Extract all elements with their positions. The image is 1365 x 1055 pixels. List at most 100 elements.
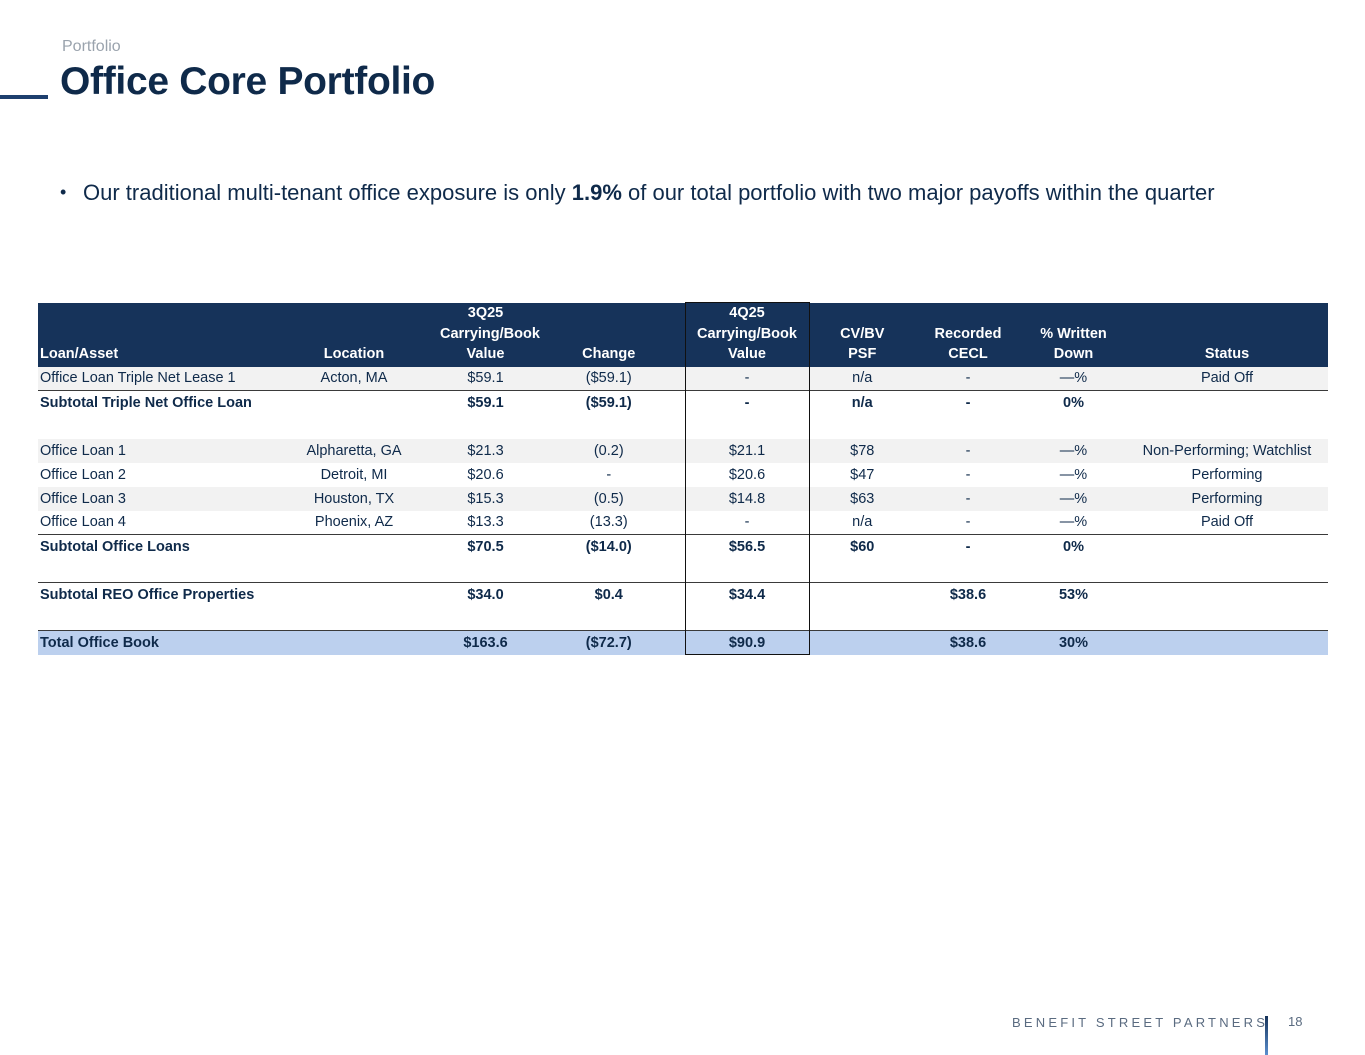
- subtotal-row: Subtotal Triple Net Office Loan $59.1 ($…: [38, 390, 1328, 415]
- cell-status: Performing: [1191, 466, 1263, 483]
- table-row: Office Loan 4 Phoenix, AZ $13.3 (13.3) -…: [38, 510, 1328, 535]
- cell-status: [1126, 630, 1328, 655]
- col-recorded-cecl: Recorded CECL: [915, 302, 1021, 367]
- cell-4q25-value: -: [684, 510, 810, 535]
- cell-3q25-value: $15.3: [438, 486, 533, 511]
- cell-cvbv-psf: $47: [850, 466, 875, 483]
- cell-3q25-value: $21.3: [438, 438, 533, 463]
- footer-brand: BENEFIT STREET PARTNERS: [1012, 1015, 1269, 1030]
- page-title: Office Core Portfolio: [60, 60, 436, 103]
- cell-3q25-value: $34.0: [438, 582, 533, 607]
- cell-cvbv-psf: $60: [809, 534, 915, 559]
- cell-recorded-cecl: -: [915, 366, 1021, 391]
- bullet-prefix: Our traditional multi-tenant office expo…: [83, 180, 572, 205]
- cell-recorded-cecl: $38.6: [915, 582, 1021, 607]
- cell-cvbv-psf: $63: [809, 486, 915, 511]
- cell-change: -: [606, 466, 612, 483]
- cell-change: ($14.0): [533, 534, 685, 559]
- cell-location: Alpharetta, GA: [270, 438, 438, 463]
- cell-4q25-value: $21.1: [684, 438, 810, 463]
- spacer-row: [38, 606, 1328, 631]
- cell-loan-asset: Subtotal Office Loans: [38, 534, 270, 559]
- cell-location: Houston, TX: [270, 486, 438, 511]
- cell-cvbv-psf: [809, 630, 915, 655]
- summary-bullet: • Our traditional multi-tenant office ex…: [60, 178, 1310, 207]
- cell-written-down: 0%: [1021, 390, 1126, 415]
- cell-status: Non-Performing; Watchlist: [1126, 438, 1328, 463]
- cell-4q25-value: $20.6: [684, 462, 810, 487]
- cell-loan-asset: Office Loan 3: [38, 486, 270, 511]
- cell-change: (0.2): [533, 438, 685, 463]
- page-number: 18: [1288, 1014, 1303, 1029]
- col-3q25-value: 3Q25 Carrying/Book Value: [438, 302, 540, 367]
- cell-status: [1126, 534, 1328, 559]
- cell-cvbv-psf: n/a: [852, 514, 873, 531]
- cell-3q25-value: $163.6: [438, 630, 533, 655]
- cell-status: Paid Off: [1126, 366, 1328, 391]
- cell-cvbv-psf: $78: [809, 438, 915, 463]
- footer-divider: [1265, 1016, 1268, 1055]
- cell-loan-asset: Office Loan 1: [38, 438, 270, 463]
- cell-status: Performing: [1126, 486, 1328, 511]
- col-loan-asset: Loan/Asset: [38, 302, 270, 367]
- title-accent-rule: [0, 95, 48, 99]
- cell-4q25-value: $90.9: [684, 630, 810, 655]
- cell-3q25-value: $20.6: [467, 466, 504, 483]
- cell-recorded-cecl: -: [915, 534, 1021, 559]
- section-kicker: Portfolio: [62, 38, 121, 55]
- table-header-row: Loan/Asset Location 3Q25 Carrying/Book Val…: [38, 302, 1328, 367]
- cell-written-down: —%: [1021, 438, 1126, 463]
- cell-change: ($59.1): [533, 366, 685, 391]
- cell-recorded-cecl: -: [915, 390, 1021, 415]
- cell-cvbv-psf: [809, 582, 915, 607]
- spacer-row: [38, 414, 1328, 439]
- bullet-highlight: 1.9%: [571, 180, 622, 205]
- col-4q25-value: 4Q25 Carrying/Book Value: [684, 302, 810, 367]
- cell-status: Paid Off: [1200, 514, 1254, 531]
- cell-4q25-value: -: [684, 366, 810, 391]
- col-status: Status: [1126, 302, 1328, 367]
- cell-written-down: 30%: [1021, 630, 1126, 655]
- table-row: Office Loan 2 Detroit, MI $20.6 - $20.6 …: [38, 462, 1328, 487]
- office-portfolio-table: Loan/Asset Location 3Q25 Carrying/Book Val…: [38, 302, 1328, 655]
- cell-written-down: —%: [1021, 486, 1126, 511]
- col-cvbv-psf: CV/BV PSF: [809, 302, 915, 367]
- subtotal-row: Subtotal REO Office Properties $34.0 $0.…: [38, 582, 1328, 607]
- cell-recorded-cecl: -: [965, 466, 971, 483]
- cell-loan-asset: Office Loan 2: [40, 466, 126, 483]
- col-change: Change: [533, 302, 685, 367]
- cell-3q25-value: $70.5: [438, 534, 533, 559]
- cell-loan-asset: Subtotal REO Office Properties: [38, 582, 270, 607]
- col-location: Location: [270, 302, 438, 367]
- cell-change: $0.4: [533, 582, 685, 607]
- cell-4q25-value: $34.4: [684, 582, 810, 607]
- cell-location: [270, 630, 438, 655]
- subtotal-row: Subtotal Office Loans $70.5 ($14.0) $56.…: [38, 534, 1328, 559]
- cell-recorded-cecl: -: [965, 514, 971, 531]
- cell-3q25-value: $59.1: [438, 366, 533, 391]
- table-row: Office Loan 3 Houston, TX $15.3 (0.5) $1…: [38, 486, 1328, 511]
- cell-status: [1126, 582, 1328, 607]
- cell-4q25-value: $56.5: [684, 534, 810, 559]
- cell-location: Phoenix, AZ: [314, 514, 394, 531]
- cell-change: ($59.1): [533, 390, 685, 415]
- cell-loan-asset: Subtotal Triple Net Office Loan: [38, 390, 270, 415]
- cell-recorded-cecl: -: [915, 438, 1021, 463]
- spacer-row: [38, 558, 1328, 583]
- cell-written-down: —%: [1059, 514, 1088, 531]
- col-written-down: % Written Down: [1021, 302, 1126, 367]
- cell-4q25-value: -: [684, 390, 810, 415]
- cell-recorded-cecl: $38.6: [915, 630, 1021, 655]
- cell-3q25-value: $59.1: [438, 390, 533, 415]
- cell-written-down: —%: [1059, 466, 1088, 483]
- bullet-dot-icon: •: [60, 182, 67, 202]
- cell-change: ($72.7): [533, 630, 685, 655]
- cell-loan-asset: Total Office Book: [38, 630, 270, 655]
- table-row: Office Loan 1 Alpharetta, GA $21.3 (0.2)…: [38, 438, 1328, 463]
- cell-location: [270, 534, 438, 559]
- cell-change: (13.3): [589, 514, 628, 531]
- table-row: Office Loan Triple Net Lease 1 Acton, MA…: [38, 366, 1328, 391]
- bullet-text: Our traditional multi-tenant office expo…: [83, 178, 1215, 207]
- cell-location: Detroit, MI: [320, 466, 388, 483]
- cell-cvbv-psf: n/a: [809, 390, 915, 415]
